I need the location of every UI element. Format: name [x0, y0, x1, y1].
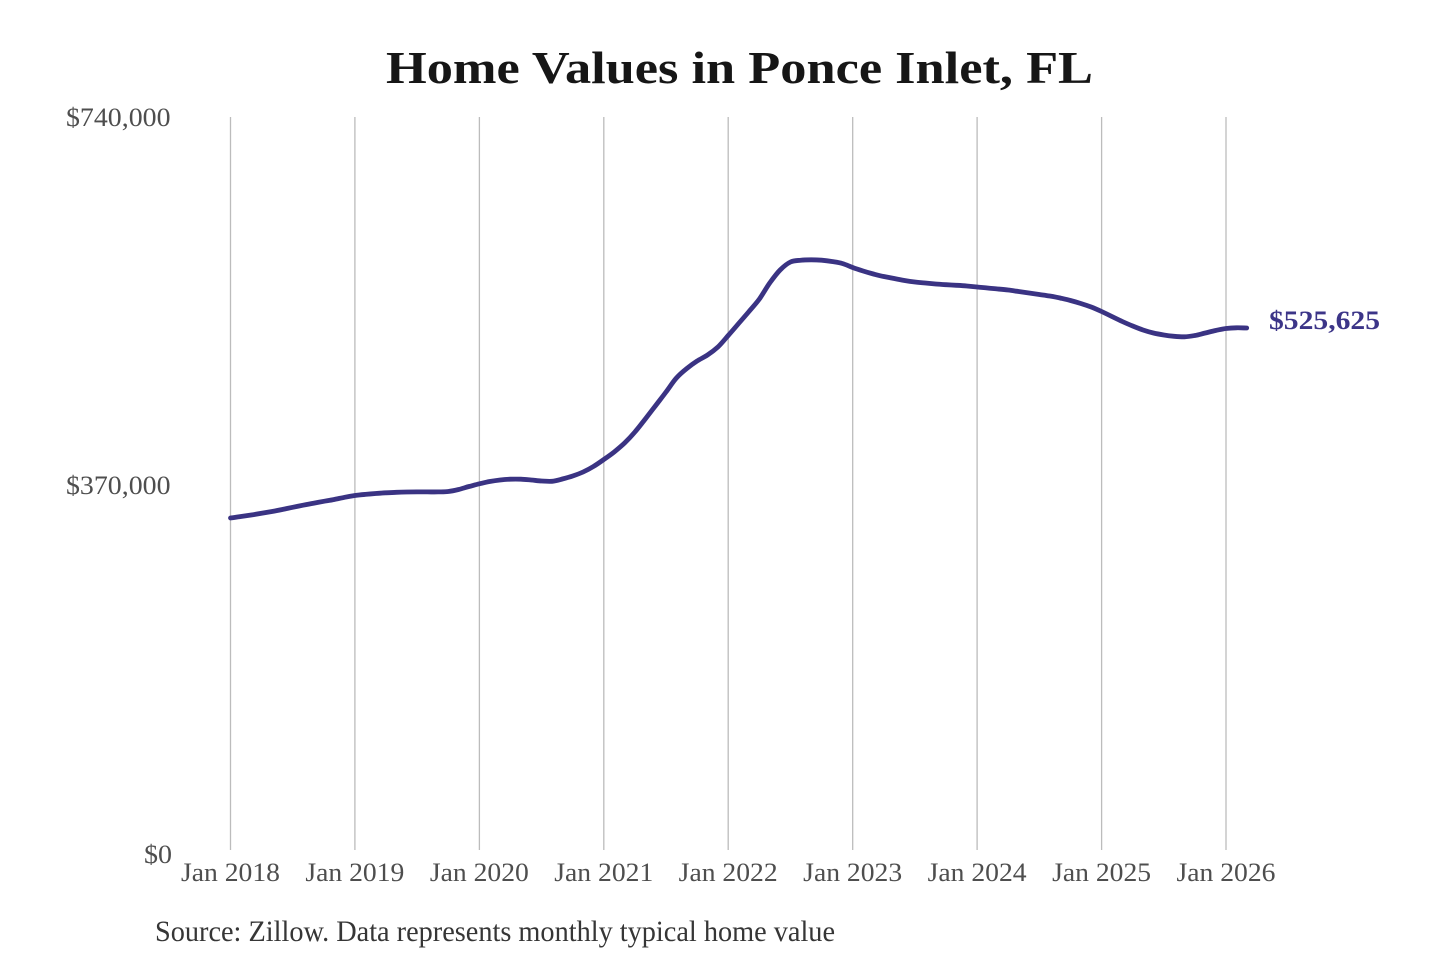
svg-text:Jan 2023: Jan 2023 [803, 858, 902, 887]
svg-text:Jan 2018: Jan 2018 [181, 858, 280, 887]
svg-text:$740,000: $740,000 [66, 103, 171, 132]
svg-text:Jan 2022: Jan 2022 [679, 858, 778, 887]
svg-text:Source: Zillow. Data represent: Source: Zillow. Data represents monthly … [155, 915, 835, 948]
svg-text:$370,000: $370,000 [66, 471, 171, 500]
svg-text:Jan 2021: Jan 2021 [554, 858, 653, 887]
svg-text:Jan 2019: Jan 2019 [305, 858, 404, 887]
svg-text:Jan 2025: Jan 2025 [1052, 858, 1151, 887]
svg-text:Jan 2020: Jan 2020 [430, 858, 529, 887]
svg-text:$0: $0 [144, 840, 172, 869]
svg-text:Home Values in Ponce Inlet, FL: Home Values in Ponce Inlet, FL [386, 42, 1093, 93]
svg-text:Jan 2024: Jan 2024 [928, 858, 1027, 887]
svg-text:Jan 2026: Jan 2026 [1177, 858, 1276, 887]
svg-text:$525,625: $525,625 [1269, 306, 1380, 335]
